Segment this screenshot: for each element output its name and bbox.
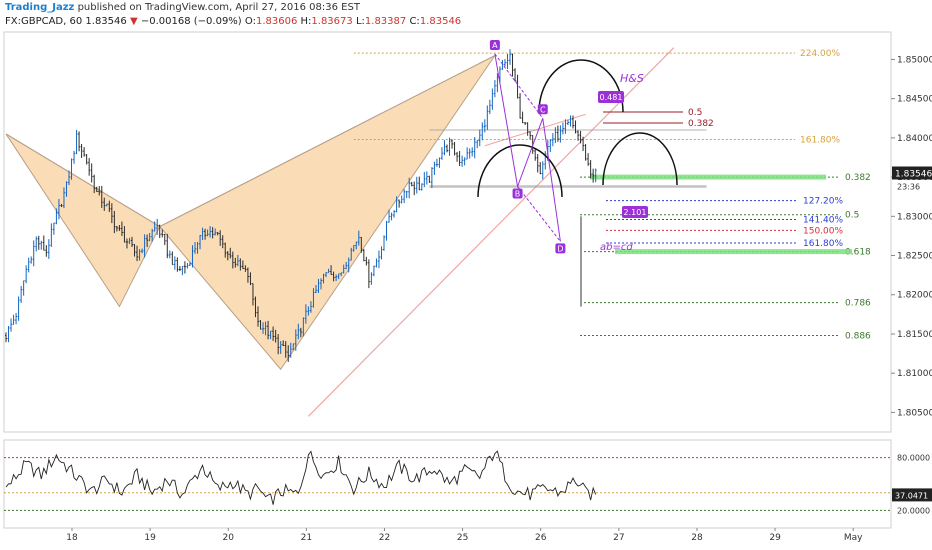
grid (3, 31, 892, 529)
y-tick-label: 1.84500 (897, 95, 932, 105)
point-d-label: D (557, 244, 563, 253)
point-c-marker (537, 104, 548, 115)
ratio-label: 2.101 (624, 208, 647, 217)
bc-ext-label: 127.20% (803, 197, 843, 207)
harmonic-pattern (5, 55, 496, 371)
target-zone (615, 249, 852, 255)
symbol-label: FX:GBPCAD, 60 (5, 16, 83, 27)
main-pane-frame (3, 31, 892, 433)
x-tick-label: 21 (301, 533, 312, 543)
publish-line: Trading_Jazz published on TradingView.co… (5, 2, 360, 13)
fib-ret-label: 0.5 (845, 211, 859, 221)
rsi-pane-frame (3, 439, 892, 529)
fib-ret-label: 0.786 (845, 299, 871, 309)
x-tick-label: 22 (379, 533, 390, 543)
point-c-label: C (540, 105, 546, 114)
low-label: L: (355, 16, 365, 27)
rsi-tick-label: 20.0000 (897, 506, 930, 515)
ratio-box (598, 91, 624, 103)
c-fib-label: 0.5 (688, 108, 702, 118)
ac-dashed-line (494, 53, 544, 119)
c-fib-label: 0.382 (688, 119, 714, 129)
high-value: 1.83673 (311, 16, 353, 27)
axes: 1.850001.845001.840001.835001.830001.825… (66, 55, 932, 543)
rsi-tick-label: 80.0000 (897, 454, 930, 463)
low-value: 1.83387 (364, 16, 407, 27)
point-b-label: B (515, 190, 521, 199)
point-b-marker (512, 188, 523, 199)
fib-ret-label: 0.618 (845, 248, 871, 258)
hs-label: H&S (620, 72, 644, 85)
y-tick-label: 1.82500 (897, 252, 932, 262)
y-tick-label: 1.80500 (897, 408, 932, 418)
x-tick-label: 18 (66, 533, 78, 543)
close-value: 1.83546 (419, 16, 462, 27)
ratio-box (622, 206, 648, 218)
fib-ret-label: 0.382 (845, 173, 871, 183)
last-price: 1.83546 (85, 16, 127, 27)
bc-ext-label: 150.00% (803, 226, 843, 236)
open-value: 1.83606 (255, 16, 298, 27)
abcd-polyline (494, 53, 561, 242)
right-shoulder-arc (602, 132, 678, 186)
change-arrow-icon: ▼ (129, 16, 138, 27)
point-d-marker (555, 243, 566, 254)
fib-ret-label: 0.886 (845, 332, 871, 342)
candles (5, 49, 597, 362)
x-tick-label: 26 (535, 533, 547, 543)
head-arc (538, 59, 624, 113)
ratio-label: 0.481 (600, 93, 623, 102)
bd-dashed-line (517, 186, 561, 242)
x-tick-label: 19 (144, 533, 156, 543)
rsi-value-label: 37.0471 (895, 491, 928, 500)
x-tick-label: 29 (769, 533, 781, 543)
abcd-label: ab=cd (600, 242, 633, 253)
author-link[interactable]: Trading_Jazz (5, 2, 75, 13)
y-tick-label: 1.83000 (897, 212, 932, 222)
last-price-label: 1.83546 (895, 169, 932, 179)
left-shoulder-arc (477, 144, 563, 198)
open-label: O: (244, 16, 256, 27)
countdown-label: 23:36 (897, 182, 920, 191)
bc-ext-label: 141.40% (803, 215, 843, 225)
trendline-lower (307, 47, 675, 417)
y-tick-label: 1.85000 (897, 55, 932, 65)
point-a-marker (489, 39, 500, 50)
y-tick-label: 1.81000 (897, 369, 932, 379)
bc-ext-label: 161.80% (803, 239, 843, 249)
y-tick-label: 1.81500 (897, 330, 932, 340)
fib-ext-label: 224.00% (800, 49, 840, 59)
x-tick-label: 25 (457, 533, 468, 543)
harmonic-triangle-bcd (158, 55, 496, 371)
quote-line: FX:GBPCAD, 60 1.83546 ▼ −0.00168 (−0.09%… (5, 16, 461, 27)
chart-header: Trading_Jazz published on TradingView.co… (0, 0, 932, 30)
x-tick-label: May (844, 533, 863, 543)
point-a-label: A (492, 41, 498, 50)
change-value: −0.00168 (−0.09%) (140, 16, 242, 27)
high-label: H: (300, 16, 312, 27)
trendlines (307, 47, 707, 417)
rsi-line (5, 450, 597, 505)
x-tick-label: 27 (613, 533, 624, 543)
harmonic-xb-line (5, 133, 160, 227)
y-tick-label: 1.84000 (897, 134, 932, 144)
x-tick-label: 20 (223, 533, 235, 543)
close-label: C: (409, 16, 420, 27)
rsi-value-tag (892, 488, 932, 502)
y-tick-label: 1.82000 (897, 291, 932, 301)
publish-info: published on TradingView.com, April 27, … (77, 2, 360, 13)
last-price-tag (892, 166, 932, 180)
x-tick-label: 28 (691, 533, 703, 543)
harmonic-triangle-xab (5, 133, 161, 308)
fib-ext-label: 161.80% (800, 135, 840, 145)
annotations: A B C D 0.481 2.101 H&S ab=cd (477, 39, 678, 254)
harmonic-bd-line (159, 55, 496, 227)
target-zone (590, 174, 826, 180)
fib-levels: 224.00%161.80%0.3820.50.6180.7860.886127… (353, 49, 871, 342)
